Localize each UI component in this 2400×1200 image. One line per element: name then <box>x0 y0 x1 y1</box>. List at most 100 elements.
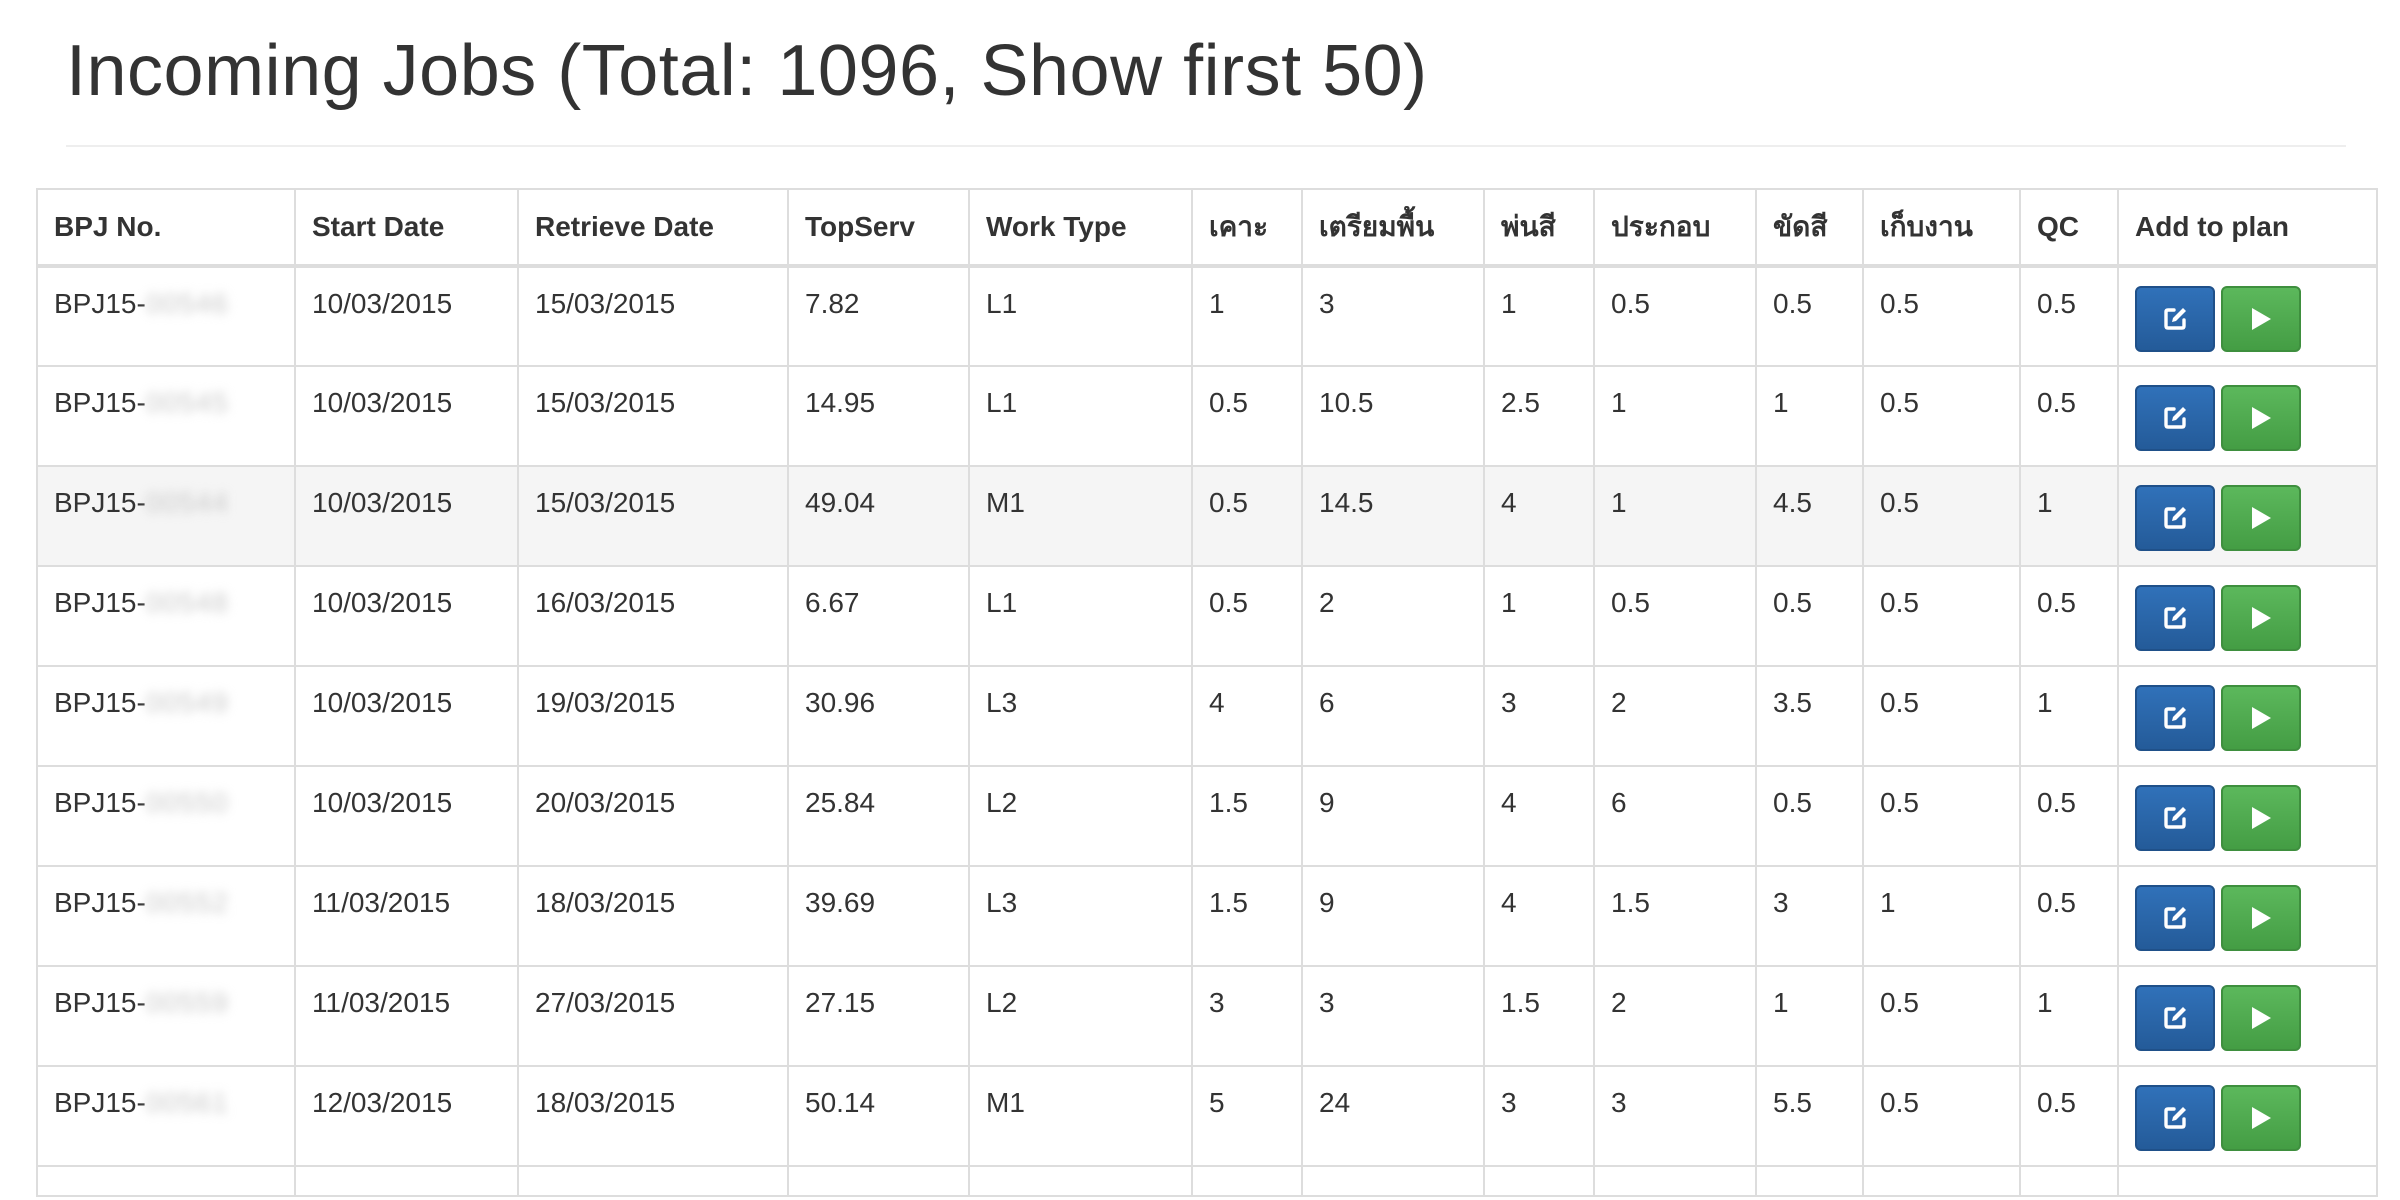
edit-button[interactable] <box>2135 885 2215 951</box>
edit-button[interactable] <box>2135 785 2215 851</box>
cell-work-type: L2 <box>968 965 1193 1067</box>
play-icon <box>2252 1007 2271 1029</box>
edit-icon <box>2164 807 2186 829</box>
cell-work-type: M1 <box>968 465 1193 567</box>
cell-polish: 0.5 <box>1755 265 1864 367</box>
play-icon <box>2252 507 2271 529</box>
bpj-prefix: BPJ15- <box>54 487 146 518</box>
cell-paint: 4 <box>1483 865 1595 967</box>
table-row[interactable]: BPJ15-00550 10/03/2015 20/03/2015 25.84 … <box>36 765 2378 867</box>
cell-add-to-plan <box>2117 465 2378 567</box>
cell-retrieve-date: 16/03/2015 <box>517 565 789 667</box>
cell-start-date: 10/03/2015 <box>294 265 519 367</box>
header-work-type[interactable]: Work Type <box>968 188 1193 268</box>
cell-add-to-plan <box>2117 665 2378 767</box>
add-to-plan-button[interactable] <box>2221 385 2301 451</box>
header-knock[interactable]: เคาะ <box>1191 188 1303 268</box>
cell-retrieve-date: 15/03/2015 <box>517 365 789 467</box>
cell-work-type: M1 <box>968 1065 1193 1167</box>
add-to-plan-button[interactable] <box>2221 985 2301 1051</box>
cell-assemble: 2 <box>1593 965 1757 1067</box>
cell-assemble: 1 <box>1593 465 1757 567</box>
bpj-number-masked: 00552 <box>145 887 229 918</box>
cell-assemble: 0.5 <box>1593 565 1757 667</box>
bpj-prefix: BPJ15- <box>54 587 146 618</box>
header-paint[interactable]: พ่นสี <box>1483 188 1595 268</box>
table-row[interactable]: BPJ15-00559 11/03/2015 27/03/2015 27.15 … <box>36 965 2378 1067</box>
add-to-plan-button[interactable] <box>2221 1085 2301 1151</box>
header-qc[interactable]: QC <box>2019 188 2119 268</box>
header-polish[interactable]: ขัดสี <box>1755 188 1864 268</box>
edit-button[interactable] <box>2135 286 2215 352</box>
header-assemble[interactable]: ประกอบ <box>1593 188 1757 268</box>
cell-finish: 0.5 <box>1862 565 2021 667</box>
edit-button[interactable] <box>2135 585 2215 651</box>
cell-add-to-plan <box>2117 865 2378 967</box>
cell-add-to-plan <box>2117 265 2378 367</box>
edit-button[interactable] <box>2135 385 2215 451</box>
empty-cell <box>1483 1165 1595 1197</box>
table-row[interactable]: BPJ15-00546 10/03/2015 15/03/2015 7.82 L… <box>36 265 2378 367</box>
edit-button[interactable] <box>2135 985 2215 1051</box>
empty-cell <box>1191 1165 1303 1197</box>
cell-knock: 1 <box>1191 265 1303 367</box>
add-to-plan-button[interactable] <box>2221 286 2301 352</box>
table-row[interactable]: BPJ15-00552 11/03/2015 18/03/2015 39.69 … <box>36 865 2378 967</box>
play-icon <box>2252 607 2271 629</box>
cell-start-date: 10/03/2015 <box>294 565 519 667</box>
cell-assemble: 6 <box>1593 765 1757 867</box>
header-add-to-plan: Add to plan <box>2117 188 2378 268</box>
edit-button[interactable] <box>2135 1085 2215 1151</box>
header-topserv[interactable]: TopServ <box>787 188 970 268</box>
empty-cell <box>1862 1165 2021 1197</box>
cell-topserv: 49.04 <box>787 465 970 567</box>
cell-retrieve-date: 18/03/2015 <box>517 865 789 967</box>
cell-paint: 2.5 <box>1483 365 1595 467</box>
add-to-plan-button[interactable] <box>2221 785 2301 851</box>
header-retrieve-date[interactable]: Retrieve Date <box>517 188 789 268</box>
table-row[interactable]: BPJ15-00561 12/03/2015 18/03/2015 50.14 … <box>36 1065 2378 1167</box>
cell-work-type: L3 <box>968 665 1193 767</box>
cell-qc: 1 <box>2019 465 2119 567</box>
add-to-plan-button[interactable] <box>2221 585 2301 651</box>
header-finish[interactable]: เก็บงาน <box>1862 188 2021 268</box>
cell-prep: 24 <box>1301 1065 1485 1167</box>
edit-button[interactable] <box>2135 685 2215 751</box>
cell-topserv: 39.69 <box>787 865 970 967</box>
header-bpj-no[interactable]: BPJ No. <box>36 188 296 268</box>
cell-finish: 0.5 <box>1862 665 2021 767</box>
table-row[interactable]: BPJ15-00548 10/03/2015 16/03/2015 6.67 L… <box>36 565 2378 667</box>
cell-polish: 3 <box>1755 865 1864 967</box>
bpj-number-masked: 00544 <box>145 487 229 518</box>
edit-icon <box>2164 308 2186 330</box>
add-to-plan-button[interactable] <box>2221 885 2301 951</box>
cell-qc: 0.5 <box>2019 565 2119 667</box>
cell-bpj-no: BPJ15-00561 <box>36 1065 296 1167</box>
cell-finish: 0.5 <box>1862 365 2021 467</box>
cell-polish: 1 <box>1755 365 1864 467</box>
cell-polish: 3.5 <box>1755 665 1864 767</box>
cell-polish: 0.5 <box>1755 565 1864 667</box>
bpj-number-masked: 00561 <box>145 1087 229 1118</box>
cell-knock: 0.5 <box>1191 365 1303 467</box>
table-row[interactable]: BPJ15-00549 10/03/2015 19/03/2015 30.96 … <box>36 665 2378 767</box>
cell-qc: 0.5 <box>2019 1065 2119 1167</box>
edit-icon <box>2164 1107 2186 1129</box>
header-prep[interactable]: เตรียมพื้น <box>1301 188 1485 268</box>
add-to-plan-button[interactable] <box>2221 485 2301 551</box>
empty-cell <box>36 1165 296 1197</box>
cell-finish: 0.5 <box>1862 1065 2021 1167</box>
add-to-plan-button[interactable] <box>2221 685 2301 751</box>
cell-retrieve-date: 18/03/2015 <box>517 1065 789 1167</box>
cell-work-type: L2 <box>968 765 1193 867</box>
cell-topserv: 14.95 <box>787 365 970 467</box>
cell-polish: 0.5 <box>1755 765 1864 867</box>
cell-assemble: 1 <box>1593 365 1757 467</box>
table-row[interactable]: BPJ15-00544 10/03/2015 15/03/2015 49.04 … <box>36 465 2378 567</box>
edit-button[interactable] <box>2135 485 2215 551</box>
cell-prep: 3 <box>1301 265 1485 367</box>
bpj-number-masked: 00545 <box>145 387 229 418</box>
table-row[interactable]: BPJ15-00545 10/03/2015 15/03/2015 14.95 … <box>36 365 2378 467</box>
cell-prep: 9 <box>1301 765 1485 867</box>
header-start-date[interactable]: Start Date <box>294 188 519 268</box>
